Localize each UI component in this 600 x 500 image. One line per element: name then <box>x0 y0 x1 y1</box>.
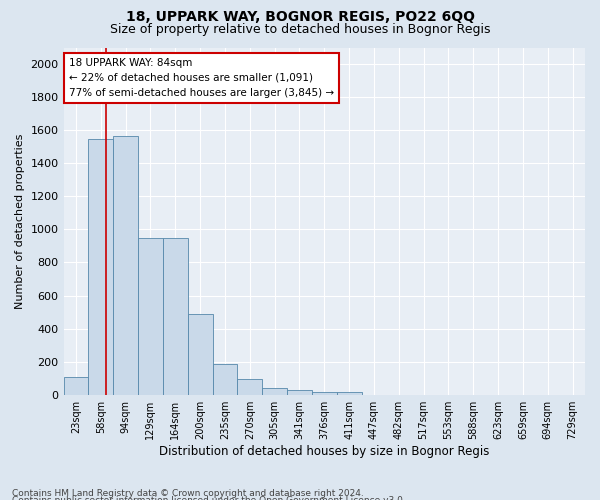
Bar <box>212 364 238 394</box>
Bar <box>64 376 88 394</box>
Bar <box>113 136 138 394</box>
Bar <box>287 390 312 394</box>
Text: Contains HM Land Registry data © Crown copyright and database right 2024.: Contains HM Land Registry data © Crown c… <box>12 488 364 498</box>
Text: Size of property relative to detached houses in Bognor Regis: Size of property relative to detached ho… <box>110 22 490 36</box>
Bar <box>188 314 212 394</box>
Y-axis label: Number of detached properties: Number of detached properties <box>15 134 25 309</box>
Bar <box>337 392 362 394</box>
Bar <box>312 392 337 394</box>
Bar <box>138 238 163 394</box>
Text: Contains public sector information licensed under the Open Government Licence v3: Contains public sector information licen… <box>12 496 406 500</box>
Bar <box>262 388 287 394</box>
Text: 18, UPPARK WAY, BOGNOR REGIS, PO22 6QQ: 18, UPPARK WAY, BOGNOR REGIS, PO22 6QQ <box>125 10 475 24</box>
Bar <box>238 379 262 394</box>
Bar <box>88 140 113 394</box>
Text: 18 UPPARK WAY: 84sqm
← 22% of detached houses are smaller (1,091)
77% of semi-de: 18 UPPARK WAY: 84sqm ← 22% of detached h… <box>69 58 334 98</box>
X-axis label: Distribution of detached houses by size in Bognor Regis: Distribution of detached houses by size … <box>159 444 490 458</box>
Bar <box>163 238 188 394</box>
